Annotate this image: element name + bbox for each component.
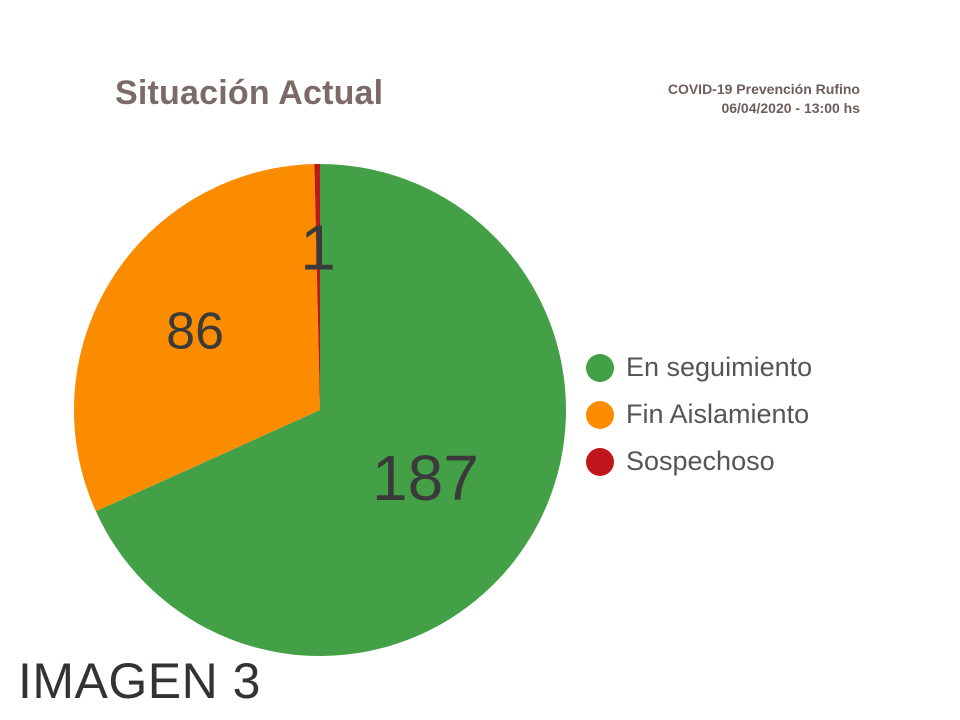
legend-item: Fin Aislamiento	[586, 391, 812, 438]
chart-legend: En seguimiento Fin Aislamiento Sospechoso	[586, 344, 812, 485]
legend-item: Sospechoso	[586, 438, 812, 485]
legend-swatch	[586, 400, 614, 429]
chart-title: Situación Actual	[115, 74, 384, 112]
pie-slice-fin-aislamiento	[74, 164, 320, 512]
pie-slice-en-seguimiento	[95, 164, 567, 657]
image-caption: IMAGEN 3	[18, 653, 261, 709]
legend-swatch	[586, 353, 614, 382]
pie-slice-sospechoso	[314, 163, 320, 410]
slice-value-label: 86	[166, 302, 224, 360]
legend-item: En seguimiento	[586, 344, 812, 391]
slice-value-label: 1	[300, 212, 336, 284]
source-timestamp: 06/04/2020 - 13:00 hs	[721, 100, 860, 116]
slice-value-label: 187	[372, 442, 479, 514]
legend-label: En seguimiento	[626, 352, 813, 382]
legend-swatch	[586, 447, 614, 476]
source-name: COVID-19 Prevención Rufino	[667, 81, 860, 97]
legend-label: Fin Aislamiento	[626, 399, 810, 429]
source-info: COVID-19 Prevención Rufino 06/04/2020 - …	[668, 80, 860, 118]
legend-label: Sospechoso	[626, 446, 775, 476]
